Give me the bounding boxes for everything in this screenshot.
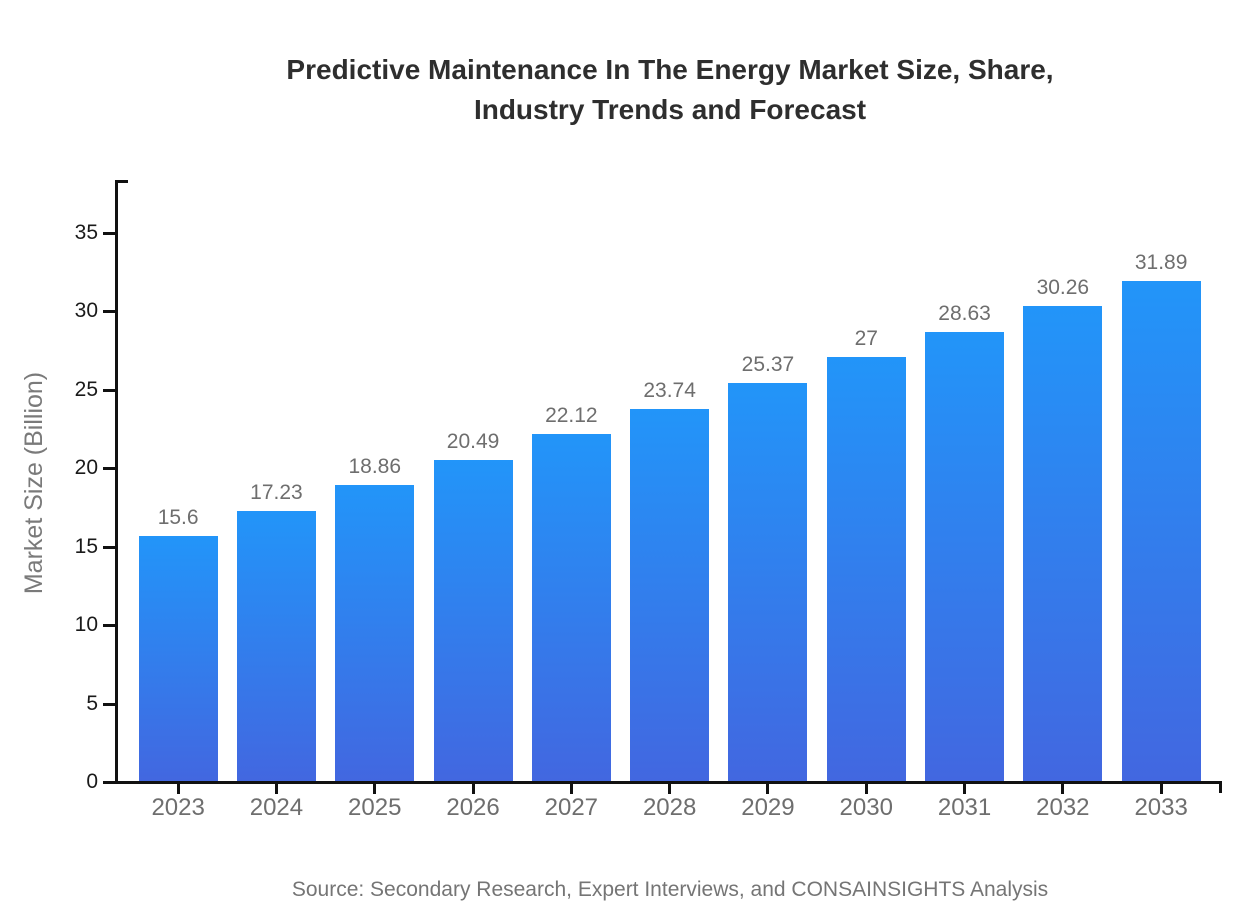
bar: [531, 434, 611, 781]
y-tick-label: 25: [74, 377, 98, 401]
y-tick: [103, 310, 115, 314]
bar-value-label: 22.12: [545, 404, 598, 428]
bar: [630, 408, 710, 781]
y-axis-top-cap: [118, 180, 128, 183]
x-category-label: 2027: [544, 794, 599, 821]
bar-value-label: 20.49: [446, 429, 500, 453]
bar-value-label: 17.23: [250, 480, 303, 504]
y-tick-label: 10: [74, 613, 98, 637]
bar: [236, 510, 316, 781]
bar-value-label: 30.26: [1036, 276, 1090, 300]
x-category-label: 2033: [1134, 794, 1188, 821]
x-category-label: 2024: [249, 794, 304, 821]
x-category-label: 2029: [741, 794, 795, 821]
bar: [138, 536, 218, 781]
x-tick: [864, 784, 868, 794]
bar: [335, 485, 415, 781]
x-tick: [1061, 784, 1065, 794]
x-category-label: 2023: [151, 794, 205, 821]
y-tick: [103, 467, 115, 471]
x-tick: [471, 784, 475, 794]
chart-title-line-2: Industry Trends and Forecast: [473, 94, 867, 125]
y-tick: [103, 545, 115, 549]
y-tick-label: 15: [74, 534, 98, 558]
y-tick: [103, 388, 115, 392]
x-tick: [963, 784, 967, 794]
y-tick: [103, 781, 115, 784]
y-axis-line: [115, 180, 118, 784]
x-axis-end-tick: [1219, 784, 1222, 793]
bar-value-label: 28.63: [938, 301, 991, 325]
bar-value-label: 25.37: [741, 353, 795, 377]
y-tick-label: 20: [74, 456, 98, 480]
x-category-label: 2031: [937, 794, 992, 821]
x-tick: [569, 784, 573, 794]
bar-value-label: 15.6: [157, 506, 199, 530]
x-tick: [766, 784, 770, 794]
x-category-label: 2026: [446, 794, 500, 821]
x-category-label: 2028: [642, 794, 697, 821]
y-tick-label: 5: [86, 691, 98, 715]
x-tick: [668, 784, 672, 794]
chart-title: Predictive Maintenance In The Energy Mar…: [80, 50, 1260, 130]
y-tick-label: 30: [74, 299, 98, 323]
bar: [826, 357, 906, 781]
x-tick: [373, 784, 377, 794]
x-category-label: 2025: [348, 794, 402, 821]
bar-value-label: 27: [854, 327, 878, 351]
chart-title-line-1: Predictive Maintenance In The Energy Mar…: [286, 54, 1054, 85]
bar-value-label: 31.89: [1134, 250, 1188, 274]
bar: [1023, 306, 1103, 781]
bar-value-label: 18.86: [348, 455, 402, 479]
x-tick: [176, 784, 180, 794]
y-tick: [103, 624, 115, 628]
bar: [925, 331, 1005, 781]
x-tick: [274, 784, 278, 794]
bar: [433, 459, 513, 781]
bar-value-label: 23.74: [643, 378, 696, 402]
source-note: Source: Secondary Research, Expert Inter…: [291, 878, 1049, 901]
x-axis-line: [103, 781, 1222, 784]
y-tick-label: 0: [86, 770, 98, 793]
bar: [1121, 280, 1201, 781]
y-tick: [103, 702, 115, 706]
bar: [728, 383, 808, 781]
x-category-label: 2032: [1036, 794, 1090, 821]
y-tick-label: 35: [74, 221, 98, 244]
x-category-label: 2030: [839, 794, 893, 821]
x-tick: [1159, 784, 1163, 794]
y-tick: [103, 232, 115, 235]
